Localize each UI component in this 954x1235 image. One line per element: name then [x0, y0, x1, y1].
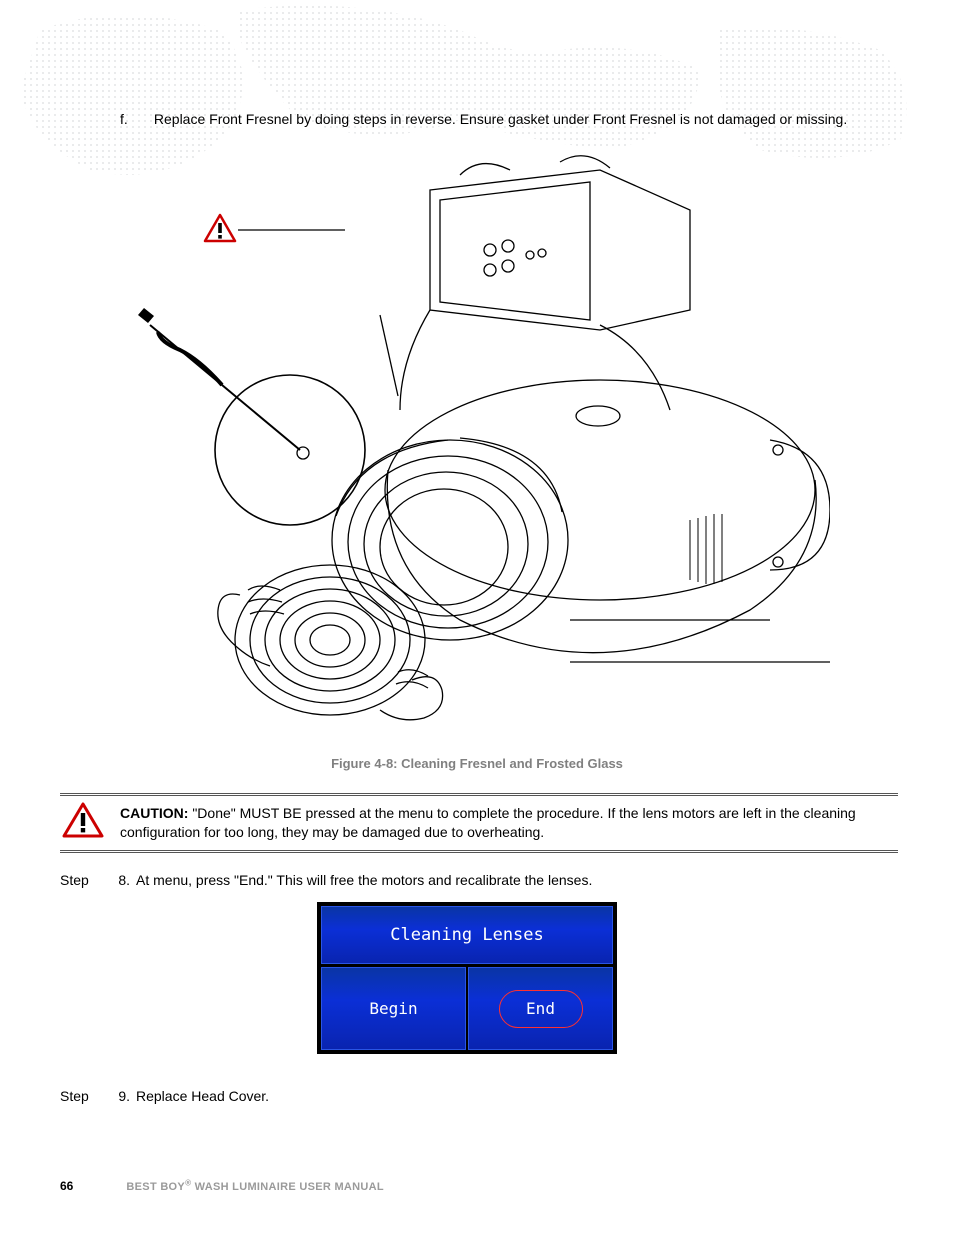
step-9-text: Replace Head Cover.: [136, 1088, 269, 1104]
highlight-outline: [499, 990, 583, 1028]
step-number: 9.: [110, 1088, 130, 1104]
manual-title: BEST BOY® WASH LUMINAIRE USER MANUAL: [126, 1181, 384, 1193]
menu-screen: Cleaning Lenses Begin End: [317, 902, 617, 1054]
step-f-marker: f.: [120, 110, 150, 130]
step-8: Step8. At menu, press "End." This will fr…: [60, 872, 592, 888]
step-word: Step: [60, 872, 110, 888]
step-9: Step9. Replace Head Cover.: [60, 1088, 269, 1104]
caution-label: CAUTION:: [120, 805, 188, 821]
menu-begin-button[interactable]: Begin: [321, 967, 466, 1050]
menu-title: Cleaning Lenses: [321, 906, 613, 964]
caution-block: CAUTION: "Done" MUST BE pressed at the m…: [60, 793, 898, 853]
step-8-text: At menu, press "End." This will free the…: [136, 872, 592, 888]
figure-4-8-diagram: [130, 150, 830, 730]
figure-caption: Figure 4-8: Cleaning Fresnel and Frosted…: [0, 756, 954, 771]
menu-begin-label: Begin: [369, 999, 417, 1018]
menu-end-button[interactable]: End: [468, 967, 613, 1050]
page-number: 66: [60, 1179, 73, 1193]
caution-text: "Done" MUST BE pressed at the menu to co…: [120, 805, 856, 840]
step-number: 8.: [110, 872, 130, 888]
step-f: f. Replace Front Fresnel by doing steps …: [120, 110, 900, 130]
page-footer: 66 BEST BOY® WASH LUMINAIRE USER MANUAL: [60, 1178, 898, 1193]
step-word: Step: [60, 1088, 110, 1104]
step-f-text: Replace Front Fresnel by doing steps in …: [154, 111, 847, 127]
warning-icon: [62, 802, 104, 843]
